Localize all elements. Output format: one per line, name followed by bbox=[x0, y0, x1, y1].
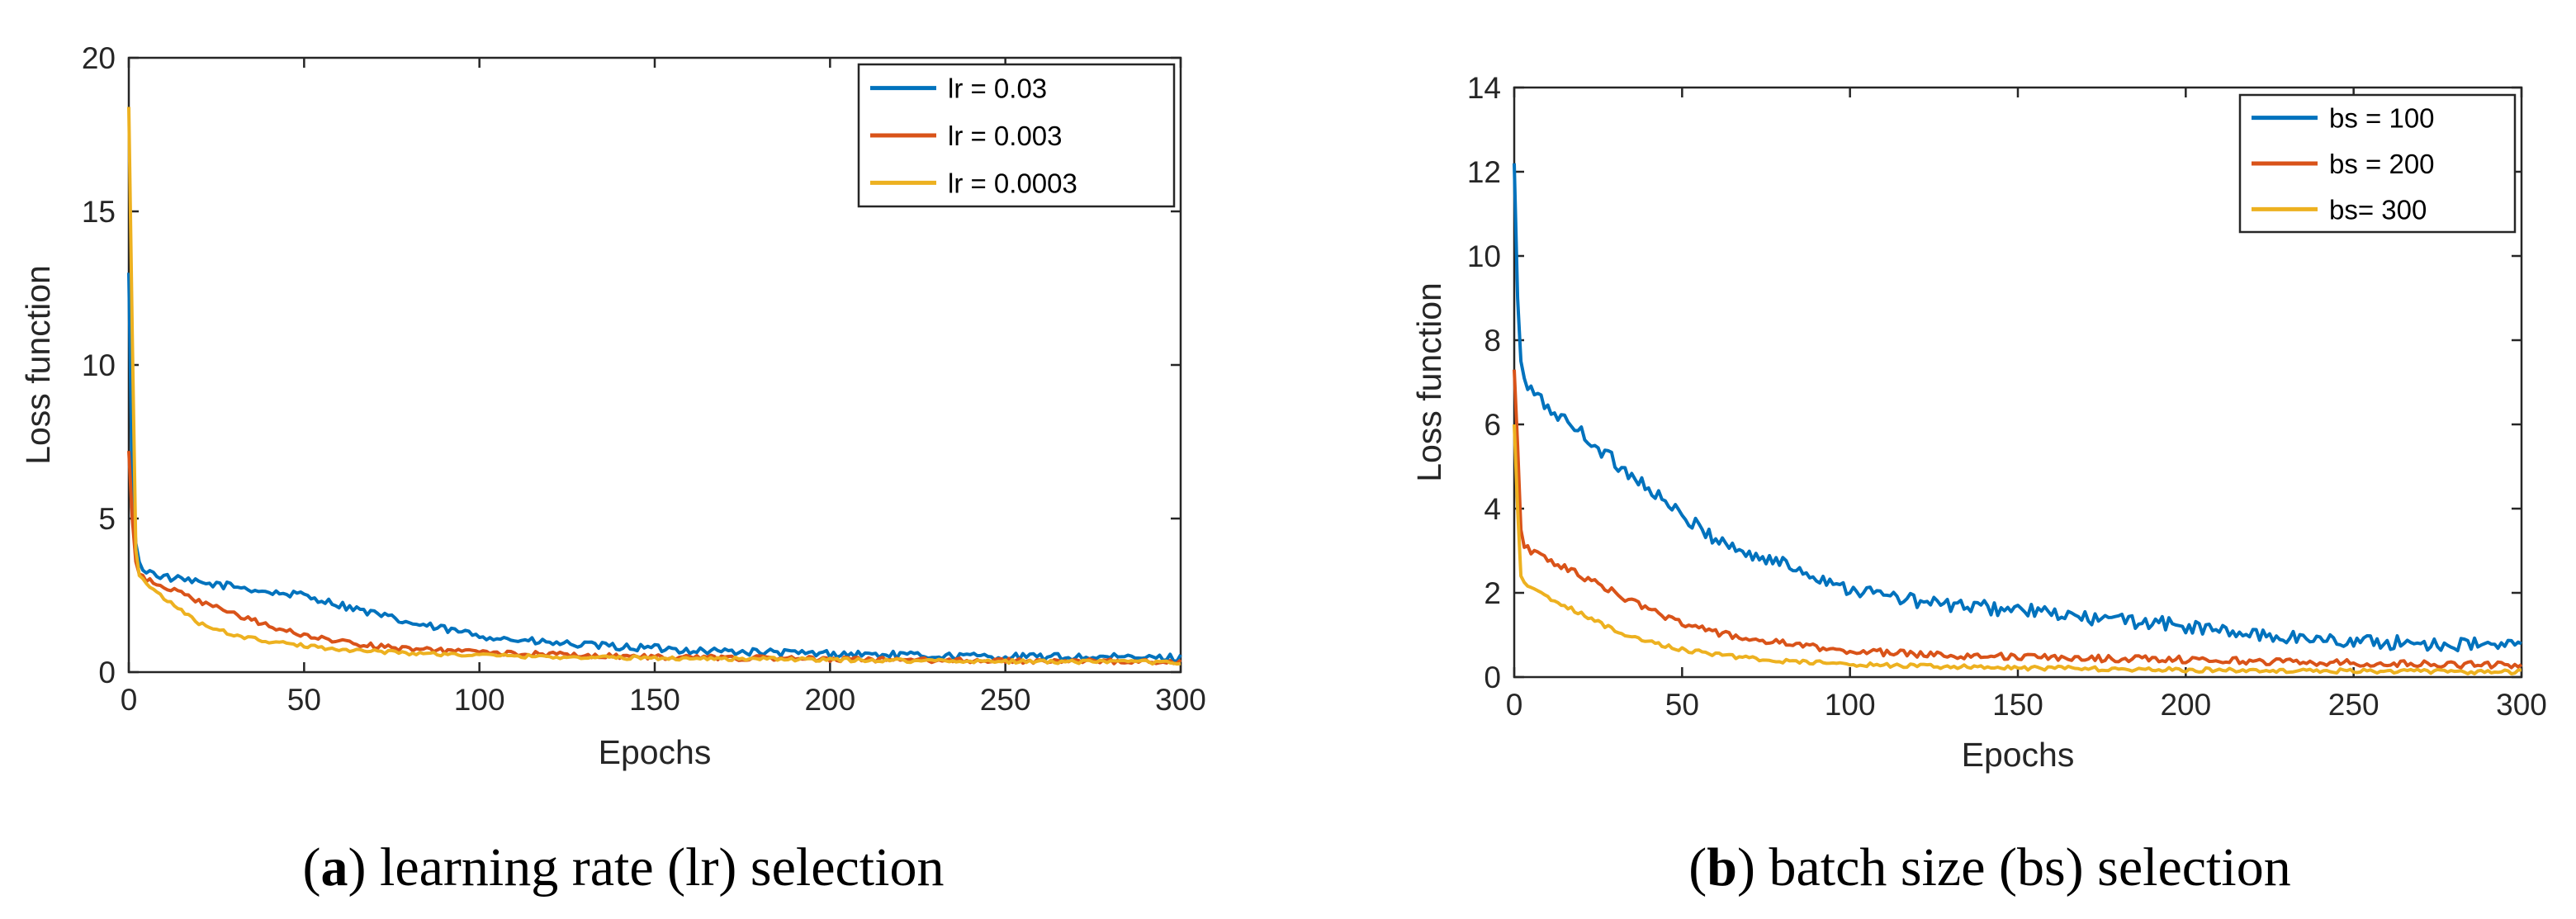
caption-b-text: ) batch size (bs) selection bbox=[1737, 837, 2291, 898]
x-tick-label-a-0: 0 bbox=[121, 683, 138, 717]
series-line-b-2 bbox=[1513, 424, 2522, 676]
caption-a-text: ) learning rate (lr) selection bbox=[348, 837, 945, 898]
y-axis-label-b: Loss function bbox=[1410, 282, 1448, 482]
y-tick-label-b-4: 8 bbox=[1484, 324, 1501, 358]
x-tick-label-b-0: 0 bbox=[1506, 688, 1523, 722]
x-tick-label-a-2: 100 bbox=[454, 683, 505, 717]
x-tick-label-b-4: 200 bbox=[2160, 688, 2211, 722]
caption-b-letter: b bbox=[1707, 837, 1737, 898]
y-tick-label-b-0: 0 bbox=[1484, 661, 1501, 694]
caption-a-open: ( bbox=[303, 837, 321, 898]
x-tick-label-a-4: 200 bbox=[804, 683, 855, 717]
panel-a: 0 50 100 150 200 250 300 0 5 10 15 20 Epochs Loss f… bbox=[19, 41, 1206, 898]
y-axis-label-a: Loss function bbox=[19, 265, 57, 465]
series-lines-a bbox=[127, 107, 1182, 666]
caption-b-open: ( bbox=[1688, 837, 1707, 898]
y-tick-label-b-1: 2 bbox=[1484, 576, 1501, 610]
series-line-b-0 bbox=[1513, 163, 2522, 652]
series-line-b-1 bbox=[1513, 369, 2523, 670]
x-tick-label-b-3: 150 bbox=[1992, 688, 2043, 722]
y-tick-label-a-3: 15 bbox=[82, 195, 116, 229]
x-tick-label-a-1: 50 bbox=[287, 683, 321, 717]
y-tick-label-a-0: 0 bbox=[98, 656, 116, 689]
x-tick-label-b-1: 50 bbox=[1665, 688, 1699, 722]
y-tick-label-b-2: 4 bbox=[1484, 492, 1501, 526]
y-tick-label-b-7: 14 bbox=[1467, 71, 1501, 105]
y-tick-label-a-2: 10 bbox=[82, 348, 116, 382]
x-tick-label-b-2: 100 bbox=[1825, 688, 1876, 722]
x-tick-label-b-6: 300 bbox=[2496, 688, 2547, 722]
caption-a: (a) learning rate (lr) selection bbox=[303, 837, 945, 898]
legend-label-a-0: lr = 0.03 bbox=[948, 73, 1047, 104]
panel-b: 0 50 100 150 200 250 300 0 2 4 6 8 10 12 14 Epochs Los… bbox=[1410, 71, 2547, 898]
series-line-a-0 bbox=[127, 272, 1182, 663]
ticks-b: 0 50 100 150 200 250 300 0 2 4 6 8 10 12 14 bbox=[1467, 71, 2547, 722]
legend-label-b-0: bs = 100 bbox=[2329, 103, 2435, 134]
y-tick-label-a-4: 20 bbox=[82, 41, 116, 75]
x-tick-label-b-5: 250 bbox=[2328, 688, 2379, 722]
y-tick-label-a-1: 5 bbox=[98, 502, 116, 536]
caption-a-letter: a bbox=[321, 837, 348, 898]
legend-a: lr = 0.03 lr = 0.003 lr = 0.0003 bbox=[857, 63, 1176, 208]
x-tick-label-a-6: 300 bbox=[1155, 683, 1206, 717]
series-lines-b bbox=[1513, 163, 2523, 676]
x-axis-label-b: Epochs bbox=[1962, 736, 2075, 774]
y-tick-label-b-6: 12 bbox=[1467, 155, 1501, 189]
series-line-a-2 bbox=[127, 107, 1181, 666]
legend-label-a-2: lr = 0.0003 bbox=[948, 168, 1077, 198]
x-tick-label-a-5: 250 bbox=[980, 683, 1031, 717]
x-tick-label-a-3: 150 bbox=[629, 683, 680, 717]
y-tick-label-b-5: 10 bbox=[1467, 239, 1501, 273]
legend-label-b-2: bs= 300 bbox=[2329, 194, 2427, 225]
ticks-a: 0 50 100 150 200 250 300 0 5 10 15 20 bbox=[82, 41, 1206, 717]
y-tick-label-b-3: 6 bbox=[1484, 408, 1501, 442]
legend-label-a-1: lr = 0.003 bbox=[948, 121, 1063, 151]
caption-b: (b) batch size (bs) selection bbox=[1688, 837, 2290, 898]
legend-b: bs = 100 bs = 200 bs= 300 bbox=[2238, 93, 2517, 234]
x-axis-label-a: Epochs bbox=[599, 733, 712, 771]
legend-label-b-1: bs = 200 bbox=[2329, 149, 2435, 179]
